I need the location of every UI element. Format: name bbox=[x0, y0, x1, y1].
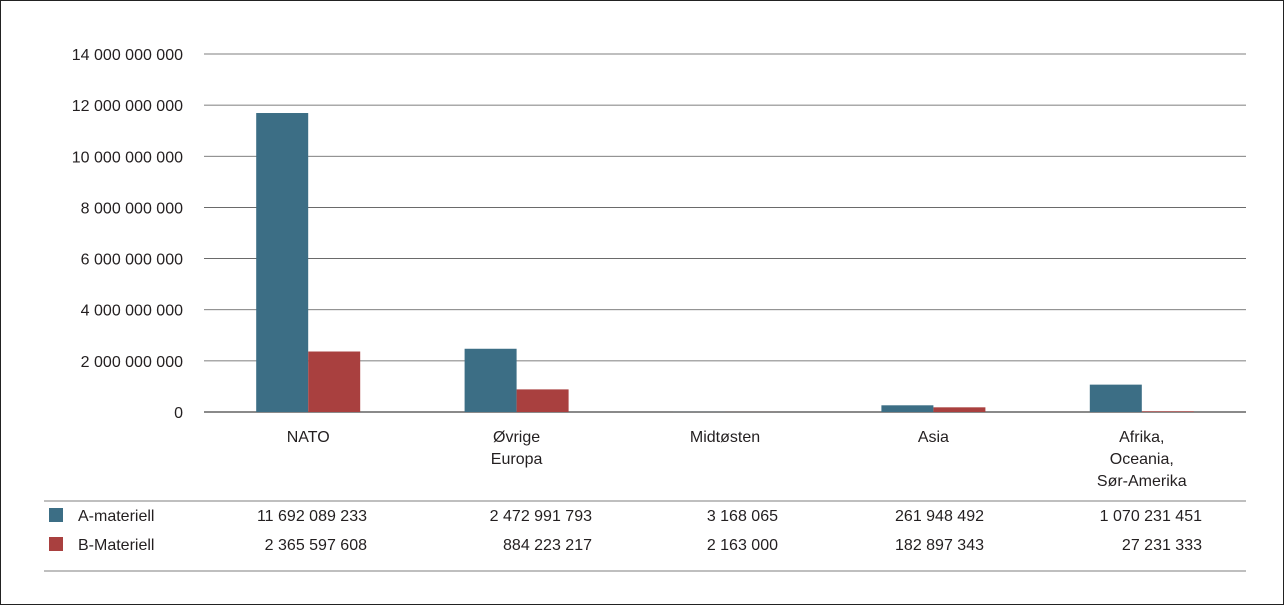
table-value: 3 168 065 bbox=[707, 508, 778, 525]
table-value: 11 692 089 233 bbox=[257, 508, 367, 525]
legend-swatch bbox=[49, 537, 63, 551]
bar-a-materiell bbox=[881, 405, 933, 412]
y-tick-label: 0 bbox=[174, 405, 183, 422]
table-value: 884 223 217 bbox=[503, 537, 592, 554]
x-category-label: Afrika,Oceania,Sør-Amerika bbox=[1097, 429, 1187, 490]
y-tick-label: 2 000 000 000 bbox=[81, 354, 183, 371]
table-value: 182 897 343 bbox=[895, 537, 984, 554]
table-value: 261 948 492 bbox=[895, 508, 984, 525]
table-value: 2 472 991 793 bbox=[490, 508, 592, 525]
x-category-label: Asia bbox=[918, 429, 949, 446]
table-value: 2 163 000 bbox=[707, 537, 778, 554]
bar-b-materiell bbox=[933, 407, 985, 412]
y-tick-label: 14 000 000 000 bbox=[72, 47, 183, 64]
legend-series-name: B-Materiell bbox=[78, 537, 154, 554]
y-tick-label: 8 000 000 000 bbox=[81, 200, 183, 217]
legend-swatch bbox=[49, 508, 63, 522]
x-category-label: NATO bbox=[287, 429, 330, 446]
bar-b-materiell bbox=[308, 352, 360, 412]
gridlines bbox=[204, 54, 1246, 412]
y-tick-label: 10 000 000 000 bbox=[72, 149, 183, 166]
x-category-label: Midtøsten bbox=[690, 429, 760, 446]
bar-a-materiell bbox=[1090, 385, 1142, 412]
y-axis-tick-labels: 0 2 000 000 000 4 000 000 000 6 000 000 000… bbox=[72, 47, 183, 422]
y-tick-label: 4 000 000 000 bbox=[81, 303, 183, 320]
table-value: 27 231 333 bbox=[1122, 537, 1202, 554]
table-value: 1 070 231 451 bbox=[1100, 508, 1202, 525]
legend-series-name: A-materiell bbox=[78, 508, 154, 525]
table-value: 2 365 597 608 bbox=[265, 537, 367, 554]
data-table: A-materiell 11 692 089 233 2 472 991 793 3 … bbox=[44, 501, 1246, 571]
bar-b-materiell bbox=[517, 389, 569, 412]
y-tick-label: 6 000 000 000 bbox=[81, 252, 183, 269]
bars bbox=[256, 113, 1194, 412]
bar-b-materiell bbox=[1142, 411, 1194, 412]
bar-a-materiell bbox=[465, 349, 517, 412]
bar-a-materiell bbox=[256, 113, 308, 412]
y-tick-label: 12 000 000 000 bbox=[72, 98, 183, 115]
